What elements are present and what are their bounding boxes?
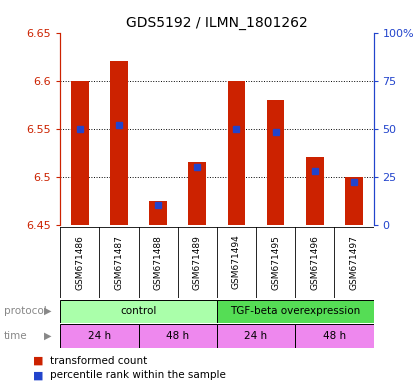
Text: GSM671489: GSM671489 (193, 235, 202, 290)
Bar (306, 157, 324, 225)
Text: GSM671488: GSM671488 (154, 235, 163, 290)
Text: TGF-beta overexpression: TGF-beta overexpression (230, 306, 360, 316)
Bar (149, 201, 167, 225)
Text: ▶: ▶ (44, 331, 51, 341)
Text: GSM671486: GSM671486 (75, 235, 84, 290)
Text: 24 h: 24 h (244, 331, 268, 341)
Text: GSM671495: GSM671495 (271, 235, 280, 290)
Text: GSM671496: GSM671496 (310, 235, 319, 290)
Text: ▶: ▶ (44, 306, 51, 316)
Bar (188, 162, 206, 225)
Text: GSM671494: GSM671494 (232, 235, 241, 290)
Text: 24 h: 24 h (88, 331, 111, 341)
Text: control: control (120, 306, 157, 316)
Text: GSM671487: GSM671487 (115, 235, 123, 290)
Bar (217, 324, 295, 348)
Text: ■: ■ (33, 370, 44, 380)
Bar (345, 177, 363, 225)
Text: transformed count: transformed count (50, 356, 147, 366)
Bar (71, 81, 88, 225)
Bar (139, 324, 217, 348)
Bar (217, 300, 374, 323)
Text: ■: ■ (33, 356, 44, 366)
Text: 48 h: 48 h (166, 331, 189, 341)
Bar (267, 100, 284, 225)
Title: GDS5192 / ILMN_1801262: GDS5192 / ILMN_1801262 (126, 16, 308, 30)
Text: percentile rank within the sample: percentile rank within the sample (50, 370, 226, 380)
Bar (60, 300, 217, 323)
Text: time: time (4, 331, 28, 341)
Text: protocol: protocol (4, 306, 47, 316)
Text: GSM671497: GSM671497 (349, 235, 359, 290)
Bar (227, 81, 245, 225)
Text: 48 h: 48 h (323, 331, 346, 341)
Bar (110, 61, 128, 225)
Bar (60, 324, 139, 348)
Bar (295, 324, 374, 348)
